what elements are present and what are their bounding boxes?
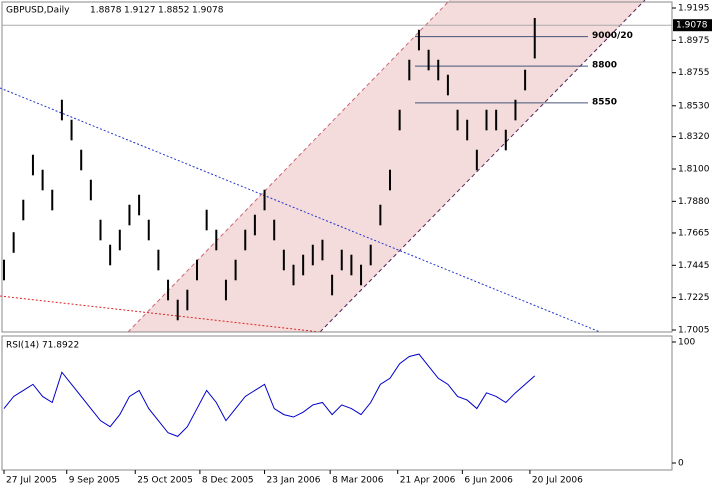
- level-label: 8800: [592, 61, 617, 71]
- level-label: 9000/20: [592, 31, 633, 41]
- rsi-panel: [1, 335, 673, 471]
- y-tick-label: 1.9195: [678, 4, 710, 14]
- y-tick-label: 1.7880: [678, 197, 710, 207]
- rsi-label: RSI(14) 71.8922: [6, 341, 79, 351]
- low: 1.8852: [158, 6, 190, 16]
- channel-line: [319, 0, 646, 333]
- rsi-line: [3, 353, 536, 437]
- y-tick-label: 100: [678, 338, 695, 348]
- close: 1.9078: [192, 6, 224, 16]
- x-tick-label: 6 Jun 2006: [464, 476, 513, 486]
- x-tick-label: 8 Mar 2006: [332, 476, 384, 486]
- y-tick-label: 1.7005: [678, 326, 710, 336]
- trend-line: [0, 295, 321, 333]
- channel-fill: [128, 0, 645, 332]
- y-tick-label: 1.8755: [678, 68, 710, 78]
- open: 1.8878: [90, 6, 122, 16]
- y-tick-label: 1.7445: [678, 261, 710, 271]
- y-tick-label: 1.7225: [678, 293, 710, 303]
- x-tick-label: 23 Jan 2006: [267, 476, 321, 486]
- price-marker: [673, 19, 712, 32]
- y-tick-label: 1.8530: [678, 101, 710, 111]
- y-tick-label: 1.7665: [678, 228, 710, 238]
- x-tick-label: 25 Oct 2005: [137, 476, 193, 486]
- x-tick-label: 20 Jul 2006: [532, 476, 583, 486]
- main-panel: [1, 1, 673, 333]
- y-tick-label: 1.8975: [678, 36, 710, 46]
- price-marker-label: 1.9078: [676, 21, 708, 31]
- x-tick-label: 27 Jul 2005: [6, 476, 57, 486]
- x-tick-label: 21 Apr 2006: [400, 476, 456, 486]
- x-tick-label: 8 Dec 2005: [202, 476, 254, 486]
- y-tick-label: 1.8320: [678, 132, 710, 142]
- level-label: 8550: [592, 97, 617, 107]
- y-tick-label: 0: [678, 459, 684, 469]
- y-tick-label: 1.8100: [678, 165, 710, 175]
- high: 1.9127: [124, 6, 156, 16]
- x-tick-label: 9 Sep 2005: [69, 476, 120, 486]
- symbol: GBPUSD,Daily: [6, 6, 70, 16]
- channel-line: [127, 0, 451, 333]
